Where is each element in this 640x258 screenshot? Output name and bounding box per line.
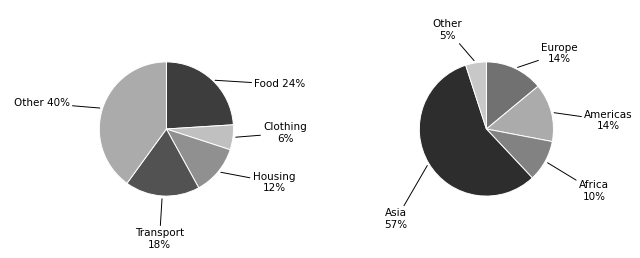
Wedge shape — [486, 62, 538, 129]
Wedge shape — [127, 129, 198, 196]
Text: Europe
14%: Europe 14% — [518, 43, 578, 67]
Wedge shape — [486, 86, 554, 142]
Wedge shape — [166, 129, 230, 188]
Wedge shape — [486, 129, 552, 178]
Wedge shape — [466, 62, 486, 129]
Wedge shape — [419, 65, 532, 196]
Text: Other
5%: Other 5% — [433, 19, 474, 61]
Text: Housing
12%: Housing 12% — [221, 172, 295, 193]
Text: Other 40%: Other 40% — [13, 98, 100, 108]
Wedge shape — [99, 62, 166, 183]
Text: Asia
57%: Asia 57% — [385, 166, 428, 230]
Text: Africa
10%: Africa 10% — [548, 163, 609, 202]
Text: Americas
14%: Americas 14% — [554, 110, 633, 131]
Text: Clothing
6%: Clothing 6% — [236, 123, 307, 144]
Wedge shape — [166, 62, 234, 129]
Text: Food 24%: Food 24% — [215, 79, 305, 89]
Text: Transport
18%: Transport 18% — [135, 199, 184, 250]
Wedge shape — [166, 125, 234, 150]
